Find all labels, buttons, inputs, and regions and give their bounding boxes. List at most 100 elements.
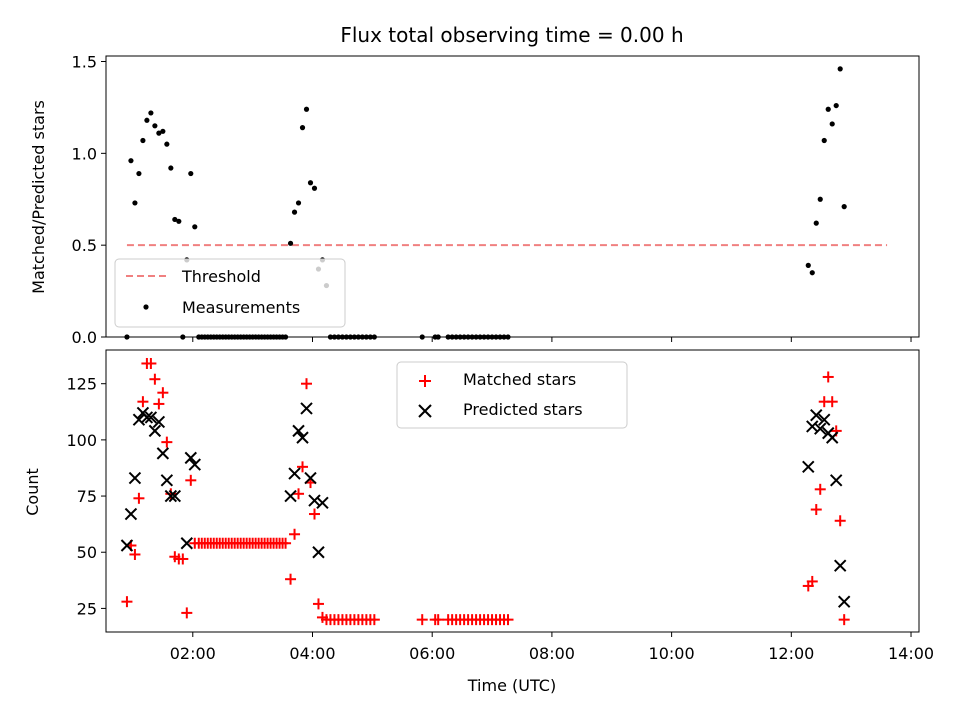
x-tick-label: 04:00 bbox=[289, 644, 335, 663]
matched-star-point bbox=[822, 371, 834, 383]
matched-star-point bbox=[289, 528, 301, 540]
predicted-star-point bbox=[814, 422, 827, 435]
predicted-star-point bbox=[304, 471, 317, 485]
measurement-point bbox=[164, 141, 170, 147]
bottom-legend: Matched stars Predicted stars bbox=[396, 361, 628, 429]
predicted-star-point bbox=[168, 489, 182, 503]
bottom-y-tick-label: 25 bbox=[77, 599, 97, 618]
predicted-star-point bbox=[128, 471, 142, 485]
measurement-point bbox=[291, 209, 298, 215]
matched-star-point bbox=[308, 508, 320, 520]
top-y-tick-label: 1.5 bbox=[72, 53, 97, 72]
matched-star-point bbox=[280, 537, 292, 549]
matched-star-point bbox=[145, 357, 157, 369]
measurement-point bbox=[132, 200, 138, 206]
bottom-y-tick-label: 125 bbox=[66, 375, 97, 394]
measurement-point bbox=[841, 204, 847, 210]
predicted-star-point bbox=[164, 489, 178, 503]
bottom-y-axis: 25 50 75 100 125 bbox=[66, 375, 106, 618]
top-panel: Flux total observing time = 0.00 h 0.00.… bbox=[29, 23, 920, 347]
measurement-point bbox=[148, 110, 154, 116]
measurement-point bbox=[829, 121, 835, 127]
matched-star-point bbox=[185, 474, 197, 486]
measurement-point bbox=[833, 102, 839, 109]
bottom-plot-area bbox=[120, 357, 851, 626]
predicted-star-point bbox=[284, 489, 297, 503]
measurement-point bbox=[311, 185, 318, 191]
matched-star-point bbox=[121, 596, 133, 608]
matched-star-point bbox=[810, 504, 822, 516]
measurement-point bbox=[805, 262, 811, 268]
matched-star-point bbox=[149, 373, 161, 385]
predicted-star-point bbox=[312, 546, 325, 559]
measurement-point bbox=[144, 117, 150, 123]
predicted-star-point bbox=[160, 474, 174, 487]
matched-star-point bbox=[312, 598, 324, 610]
measurement-point bbox=[156, 130, 162, 136]
measurement-point bbox=[813, 220, 819, 226]
matched-star-point bbox=[137, 396, 149, 408]
x-tick-label: 14:00 bbox=[888, 644, 934, 663]
measurement-point bbox=[140, 137, 146, 144]
measurement-point bbox=[303, 106, 310, 112]
matched-legend-label: Matched stars bbox=[463, 370, 576, 389]
matched-star-point bbox=[432, 614, 444, 626]
predicted-star-point bbox=[288, 467, 301, 480]
matched-star-point bbox=[301, 378, 313, 390]
predicted-star-point bbox=[148, 424, 162, 438]
predicted-star-point bbox=[833, 559, 847, 572]
predicted-star-point bbox=[826, 431, 839, 444]
matched-star-point bbox=[806, 575, 818, 587]
x-tick-label: 02:00 bbox=[170, 644, 216, 663]
chart-title: Flux total observing time = 0.00 h bbox=[340, 23, 683, 47]
measurement-point bbox=[128, 158, 134, 164]
measurements-legend-swatch bbox=[143, 304, 149, 310]
predicted-star-point bbox=[152, 415, 166, 429]
bottom-y-tick-label: 75 bbox=[77, 487, 97, 506]
predicted-star-point bbox=[156, 447, 170, 460]
x-tick-label: 08:00 bbox=[529, 644, 575, 663]
predicted-star-point bbox=[806, 420, 819, 433]
bottom-y-tick-label: 50 bbox=[77, 543, 97, 562]
matched-star-point bbox=[826, 396, 838, 408]
matched-star-point bbox=[814, 483, 826, 495]
predicted-star-point bbox=[188, 458, 201, 471]
bottom-y-tick-label: 100 bbox=[66, 431, 97, 450]
measurement-point bbox=[809, 270, 815, 276]
predicted-star-point bbox=[810, 408, 823, 422]
bottom-y-axis-label: Count bbox=[23, 468, 42, 516]
matched-star-point bbox=[181, 607, 193, 619]
matched-legend-swatch bbox=[419, 375, 431, 387]
top-y-tick-label: 0.0 bbox=[72, 328, 97, 347]
measurements-legend-label: Measurements bbox=[182, 298, 300, 317]
measurement-point bbox=[160, 128, 166, 134]
measurement-point bbox=[176, 218, 182, 224]
predicted-star-point bbox=[180, 537, 194, 550]
bottom-legend-box bbox=[396, 361, 628, 429]
measurement-point bbox=[837, 66, 843, 72]
measurement-point bbox=[817, 196, 823, 202]
matched-star-point bbox=[153, 398, 165, 410]
matched-star-point bbox=[129, 548, 141, 560]
measurement-point bbox=[307, 180, 314, 186]
matched-star-point bbox=[297, 461, 309, 473]
matched-star-point bbox=[368, 614, 380, 626]
predicted-star-point bbox=[300, 402, 313, 415]
matched-star-point bbox=[416, 614, 428, 626]
measurement-point bbox=[136, 170, 142, 177]
predicted-star-point bbox=[829, 474, 843, 487]
predicted-star-point bbox=[292, 424, 305, 438]
x-axis-label: Time (UTC) bbox=[467, 676, 556, 695]
measurement-point bbox=[299, 125, 306, 131]
matched-star-point bbox=[177, 553, 189, 565]
top-y-axis-label: Matched/Predicted stars bbox=[29, 100, 48, 294]
predicted-star-point bbox=[837, 595, 851, 608]
matched-star-point bbox=[293, 488, 305, 500]
x-tick-label: 06:00 bbox=[409, 644, 455, 663]
bottom-axes-frame bbox=[105, 349, 920, 633]
x-tick-label: 10:00 bbox=[649, 644, 695, 663]
x-tick-label: 12:00 bbox=[768, 644, 814, 663]
matched-star-point bbox=[165, 488, 177, 500]
